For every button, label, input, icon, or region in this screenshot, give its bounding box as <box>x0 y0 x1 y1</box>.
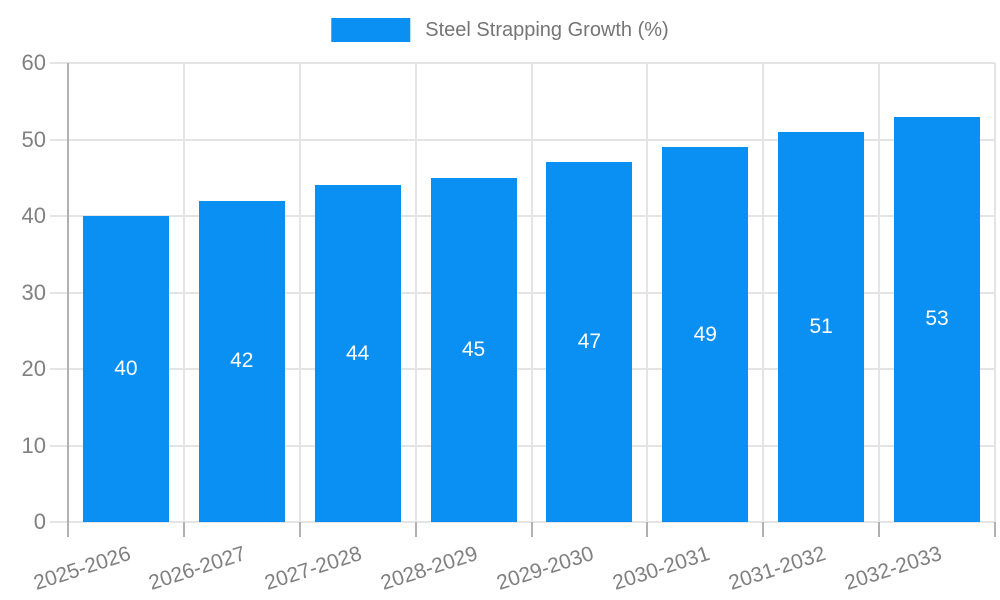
bar[interactable]: 42 <box>198 200 285 522</box>
y-gridline <box>50 138 995 141</box>
bar-value-label: 49 <box>693 322 717 346</box>
x-gridline <box>414 63 417 522</box>
bar-value-label: 44 <box>346 341 370 365</box>
y-gridline <box>50 444 995 447</box>
bar[interactable]: 45 <box>430 177 517 522</box>
y-gridline <box>50 215 995 217</box>
x-axis-tick <box>762 522 765 537</box>
y-gridline <box>50 62 995 64</box>
y-tick-label: 10 <box>21 432 46 458</box>
x-axis-tick <box>878 522 881 537</box>
bar-value-label: 51 <box>809 314 833 338</box>
bar[interactable]: 44 <box>314 185 401 522</box>
x-axis-tick <box>530 522 533 537</box>
x-category-label: 2026-2027 <box>146 542 249 595</box>
legend-label: Steel Strapping Growth (%) <box>425 18 669 41</box>
legend: Steel Strapping Growth (%) <box>331 18 669 42</box>
bar[interactable]: 51 <box>778 131 865 522</box>
y-tick-label: 50 <box>21 126 46 152</box>
x-gridline <box>298 63 301 522</box>
x-category-label: 2032-2033 <box>841 542 945 595</box>
bar[interactable]: 49 <box>662 147 749 522</box>
x-gridline <box>646 63 649 522</box>
bar-value-label: 53 <box>925 307 949 331</box>
x-axis-tick <box>994 522 996 537</box>
x-gridline <box>762 63 765 522</box>
x-category-label: 2031-2032 <box>725 542 829 595</box>
bar[interactable]: 53 <box>894 116 981 522</box>
bar-value-label: 47 <box>577 330 602 354</box>
bar[interactable]: 40 <box>82 216 169 522</box>
x-axis-tick <box>414 522 417 537</box>
x-gridline <box>994 63 996 522</box>
y-tick-label: 0 <box>33 509 46 534</box>
x-category-label: 2025-2026 <box>30 542 134 595</box>
legend-swatch[interactable] <box>331 18 411 42</box>
x-axis-tick <box>182 522 185 537</box>
x-category-label: 2030-2031 <box>609 542 713 595</box>
x-axis-tick <box>646 522 649 537</box>
x-gridline <box>530 63 533 522</box>
y-gridline <box>50 521 995 523</box>
y-gridline <box>50 291 995 294</box>
bar-value-label: 45 <box>461 337 486 361</box>
x-gridline <box>878 63 881 522</box>
x-axis-tick <box>298 522 301 537</box>
y-tick-label: 30 <box>21 279 46 305</box>
y-tick-label: 20 <box>21 356 46 381</box>
x-category-label: 2027-2028 <box>262 542 365 595</box>
bar-value-label: 42 <box>230 349 254 373</box>
plot-area: 40 42 44 45 47 49 51 53 <box>50 62 996 537</box>
x-category-label: 2029-2030 <box>493 542 597 595</box>
bar[interactable]: 47 <box>546 162 633 522</box>
bar-value-label: 40 <box>114 357 138 380</box>
y-tick-label: 40 <box>21 203 46 228</box>
y-axis-line <box>67 63 69 537</box>
x-category-label: 2028-2029 <box>378 542 481 595</box>
y-tick-label: 60 <box>21 50 46 75</box>
y-gridline <box>50 368 995 370</box>
x-gridline <box>182 63 185 522</box>
